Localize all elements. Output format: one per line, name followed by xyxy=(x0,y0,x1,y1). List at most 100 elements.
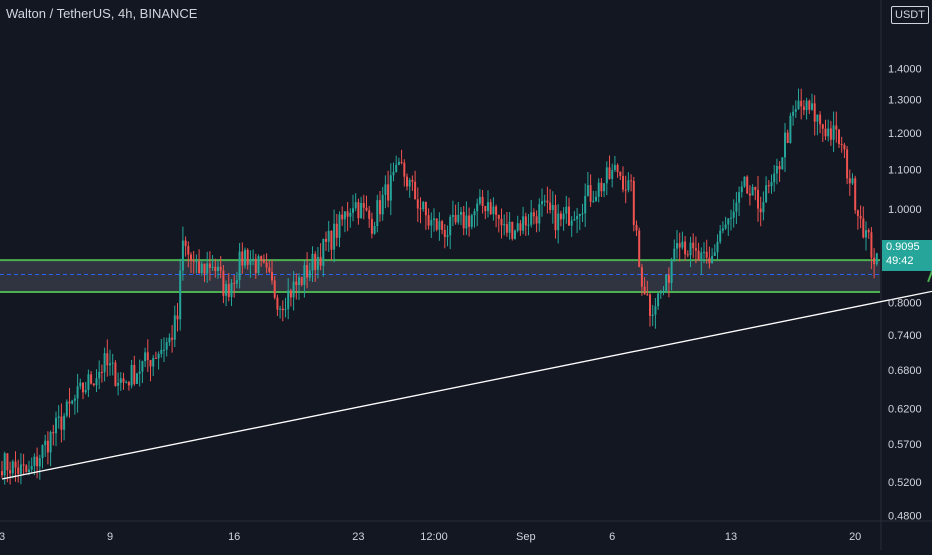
candle-body xyxy=(824,128,827,137)
candle-body xyxy=(373,226,376,234)
candle-body xyxy=(789,115,792,144)
candle-body xyxy=(708,257,711,264)
candle-body xyxy=(103,353,106,373)
candle-body xyxy=(19,464,22,474)
candle-body xyxy=(492,206,495,215)
price-tick-label: 1.4000 xyxy=(888,64,922,76)
candle-body xyxy=(233,282,236,284)
chart-title: Walton / TetherUS, 4h, BINANCE xyxy=(6,6,198,21)
candle-body xyxy=(165,342,168,350)
candle-body xyxy=(684,241,687,255)
candle-body xyxy=(797,100,800,110)
candle-body xyxy=(611,170,614,179)
bar-countdown: 49:42 xyxy=(886,255,914,267)
candle-body xyxy=(79,382,82,387)
candle-body xyxy=(651,314,654,316)
candle-body xyxy=(711,255,714,264)
candle-body xyxy=(176,315,179,320)
candle-body xyxy=(476,203,479,212)
candle-body xyxy=(190,254,192,261)
candle-body xyxy=(49,432,52,453)
candle-body xyxy=(630,180,633,182)
candle-body xyxy=(71,400,74,404)
candle-body xyxy=(848,178,851,184)
candle-body xyxy=(622,176,624,190)
candle-body xyxy=(384,184,387,195)
candle-body xyxy=(724,224,727,229)
candle-body xyxy=(511,221,514,239)
candle-body xyxy=(130,364,133,386)
candle-body xyxy=(419,208,422,210)
candle-body xyxy=(241,251,244,266)
candle-body xyxy=(595,196,597,201)
candle-body xyxy=(33,456,36,466)
candle-body xyxy=(632,181,635,225)
candle-body xyxy=(9,470,12,474)
candle-body xyxy=(784,132,786,158)
candle-body xyxy=(260,256,263,260)
candle-body xyxy=(44,440,47,446)
candle-body xyxy=(308,270,311,278)
candle-body xyxy=(406,176,408,187)
candle-body xyxy=(665,274,668,291)
price-tick-label: 1.0000 xyxy=(888,204,922,216)
candle-body xyxy=(370,218,373,234)
candle-body xyxy=(613,165,616,171)
candle-body xyxy=(581,213,584,215)
candle-body xyxy=(25,465,28,472)
candle-body xyxy=(500,218,503,226)
candle-body xyxy=(252,258,255,260)
candle-body xyxy=(114,362,117,386)
candle-body xyxy=(811,103,813,110)
candle-body xyxy=(446,235,449,237)
candle-body xyxy=(627,180,630,191)
candle-body xyxy=(41,445,44,459)
price-tick-label: 0.6800 xyxy=(888,365,922,377)
candle-body xyxy=(122,378,125,383)
candle-body xyxy=(462,212,465,229)
candle-body xyxy=(146,352,149,361)
candle-body xyxy=(303,265,306,285)
candle-body xyxy=(557,213,560,231)
candle-body xyxy=(168,337,171,343)
candle-body xyxy=(543,200,546,202)
candle-body xyxy=(360,203,363,219)
candle-body xyxy=(403,162,406,177)
candle-body xyxy=(754,187,757,190)
candle-body xyxy=(119,378,122,383)
candle-body xyxy=(149,360,152,367)
candle-body xyxy=(838,129,840,145)
candle-body xyxy=(438,221,441,230)
candle-body xyxy=(411,179,414,182)
candle-body xyxy=(111,362,114,364)
candle-body xyxy=(179,270,182,320)
currency-badge[interactable]: USDT xyxy=(891,6,929,24)
price-tick-label: 0.8000 xyxy=(888,297,922,309)
candle-body xyxy=(460,212,462,215)
candle-body xyxy=(719,230,722,242)
candle-body xyxy=(592,200,595,202)
candle-body xyxy=(530,212,533,225)
candle-body xyxy=(157,353,160,359)
candle-body xyxy=(608,167,611,179)
candle-body xyxy=(127,382,130,386)
candle-body xyxy=(584,195,587,214)
candle-body xyxy=(316,256,319,270)
candle-body xyxy=(697,250,700,261)
candle-body xyxy=(181,240,184,271)
candle-body xyxy=(600,182,603,192)
candle-body xyxy=(392,171,395,176)
candle-body xyxy=(3,453,6,476)
candle-body xyxy=(867,230,870,233)
candle-body xyxy=(295,281,298,286)
price-tick-label: 1.1000 xyxy=(888,164,922,176)
candle-body xyxy=(692,242,695,249)
candle-body xyxy=(400,161,403,163)
candle-body xyxy=(751,187,754,196)
time-tick-label: 23 xyxy=(352,531,364,543)
candle-body xyxy=(408,179,411,187)
candle-body xyxy=(144,352,147,362)
candle-body xyxy=(767,185,770,187)
